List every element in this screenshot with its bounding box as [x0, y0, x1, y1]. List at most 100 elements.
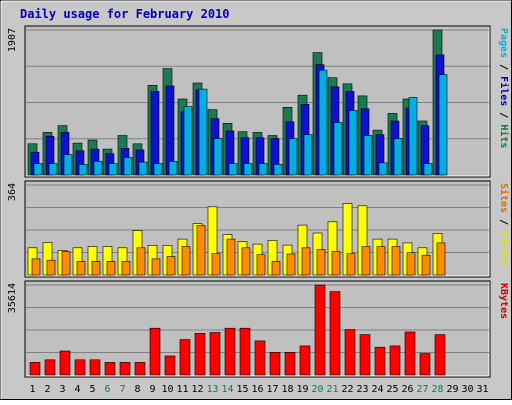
bar-pages-day-24 — [378, 162, 388, 176]
x-tick-label-day-5: 5 — [89, 384, 95, 395]
bar-pages-day-19 — [303, 134, 313, 176]
bar-kbytes-day-17 — [269, 351, 281, 376]
bar-pages-day-10 — [168, 161, 178, 176]
legend-hits: Pages / Files / Hits — [498, 28, 510, 148]
bar-sites-day-3 — [61, 251, 71, 276]
bar-sites-day-18 — [286, 253, 296, 276]
x-tick-label-day-17: 17 — [266, 384, 278, 395]
bar-pages-day-9 — [153, 163, 163, 176]
bar-sites-day-27 — [421, 254, 431, 276]
x-tick-label-day-6: 6 — [104, 384, 110, 395]
legend-entry: / — [498, 58, 509, 76]
x-tick-label-day-10: 10 — [161, 384, 173, 395]
legend-entry: / — [498, 213, 509, 231]
bar-kbytes-day-26 — [404, 331, 416, 376]
bar-sites-day-19 — [301, 247, 311, 276]
bar-pages-day-27 — [423, 163, 433, 176]
bar-sites-day-5 — [91, 261, 101, 276]
legend-entry: KBytes — [498, 283, 509, 319]
bar-kbytes-day-10 — [164, 355, 176, 376]
bar-pages-day-12 — [198, 88, 208, 176]
series-sites — [31, 225, 446, 276]
bar-kbytes-day-24 — [374, 346, 386, 376]
x-tick-label-day-22: 22 — [341, 384, 353, 395]
bar-sites-day-23 — [361, 246, 371, 276]
x-tick-label-day-11: 11 — [176, 384, 188, 395]
x-tick-label-day-7: 7 — [119, 384, 125, 395]
legend-entry: Pages — [498, 28, 509, 58]
legend-visits: Sites / Visits — [498, 183, 510, 267]
series-pages — [33, 69, 448, 176]
bar-kbytes-day-18 — [284, 351, 296, 376]
bar-pages-day-4 — [78, 164, 88, 176]
x-tick-label-day-23: 23 — [356, 384, 368, 395]
bar-sites-day-24 — [376, 246, 386, 276]
x-tick-label-day-28: 28 — [431, 384, 443, 395]
y-max-label-kbytes: 35614 — [7, 283, 18, 313]
bar-sites-day-26 — [406, 252, 416, 276]
bar-sites-day-25 — [391, 246, 401, 276]
bar-kbytes-day-16 — [254, 340, 266, 376]
legend-entry: / — [498, 106, 509, 124]
bar-pages-day-7 — [123, 157, 133, 176]
bar-kbytes-day-6 — [104, 362, 116, 376]
x-tick-label-day-16: 16 — [251, 384, 263, 395]
bar-files-day-9 — [150, 91, 160, 176]
bar-kbytes-day-19 — [299, 345, 311, 376]
bar-kbytes-day-23 — [359, 334, 371, 376]
bar-kbytes-day-12 — [194, 332, 206, 376]
x-tick-label-day-27: 27 — [416, 384, 428, 395]
x-tick-label-day-18: 18 — [281, 384, 293, 395]
x-tick-label-day-9: 9 — [149, 384, 155, 395]
x-tick-label-day-4: 4 — [74, 384, 80, 395]
x-tick-label-day-20: 20 — [311, 384, 323, 395]
bar-sites-day-21 — [331, 251, 341, 276]
chart-title: Daily usage for February 2010 — [20, 7, 230, 21]
bar-kbytes-day-25 — [389, 345, 401, 376]
x-tick-label-day-3: 3 — [59, 384, 65, 395]
x-tick-label-day-1: 1 — [29, 384, 35, 395]
bar-pages-day-23 — [363, 135, 373, 176]
bar-kbytes-day-21 — [329, 291, 341, 376]
y-max-label-hits: 1907 — [7, 28, 18, 52]
bar-sites-day-8 — [136, 247, 146, 276]
bar-kbytes-day-27 — [419, 353, 431, 376]
bar-pages-day-15 — [243, 163, 253, 176]
bar-pages-day-21 — [333, 122, 343, 176]
legend-entry: Visits — [498, 231, 510, 267]
bar-sites-day-11 — [181, 246, 191, 276]
x-tick-label-day-29: 29 — [446, 384, 458, 395]
bar-pages-day-16 — [258, 163, 268, 176]
bar-kbytes-day-28 — [434, 334, 446, 376]
bar-pages-day-6 — [108, 163, 118, 176]
x-axis-labels: 1 2 3 4 5 6 7 8 9 10 11 12 13 14 15 16 17 18 19 20 21 22 23 24 2… — [29, 384, 488, 395]
bar-sites-day-16 — [256, 254, 266, 276]
panel-kbytes: 35614 KBytes — [7, 280, 509, 378]
bar-sites-day-1 — [31, 258, 41, 276]
bar-pages-day-18 — [288, 138, 298, 176]
bar-pages-day-3 — [63, 154, 73, 176]
x-tick-label-day-2: 2 — [44, 384, 50, 395]
bar-kbytes-day-13 — [209, 332, 221, 376]
x-tick-label-day-21: 21 — [326, 384, 338, 395]
bar-sites-day-9 — [151, 258, 161, 276]
x-tick-label-day-12: 12 — [191, 384, 203, 395]
x-tick-label-day-14: 14 — [221, 384, 233, 395]
legend-kbytes: KBytes — [498, 283, 509, 319]
bar-kbytes-day-14 — [224, 327, 236, 376]
y-max-label-visits: 364 — [7, 183, 18, 201]
x-tick-label-day-25: 25 — [386, 384, 398, 395]
bar-pages-day-22 — [348, 110, 358, 176]
bar-sites-day-12 — [196, 225, 206, 276]
bar-kbytes-day-2 — [44, 359, 56, 376]
panel-hits: 1907 Pages / Files / Hits — [7, 25, 510, 178]
bar-kbytes-day-11 — [179, 339, 191, 376]
bar-kbytes-day-3 — [59, 350, 71, 376]
bar-pages-day-17 — [273, 164, 283, 176]
bar-pages-day-11 — [183, 106, 193, 176]
panel-visits: 364 Sites / Visits — [7, 180, 510, 278]
bar-kbytes-day-22 — [344, 329, 356, 376]
bar-pages-day-2 — [48, 163, 58, 176]
bar-kbytes-day-15 — [239, 327, 251, 376]
